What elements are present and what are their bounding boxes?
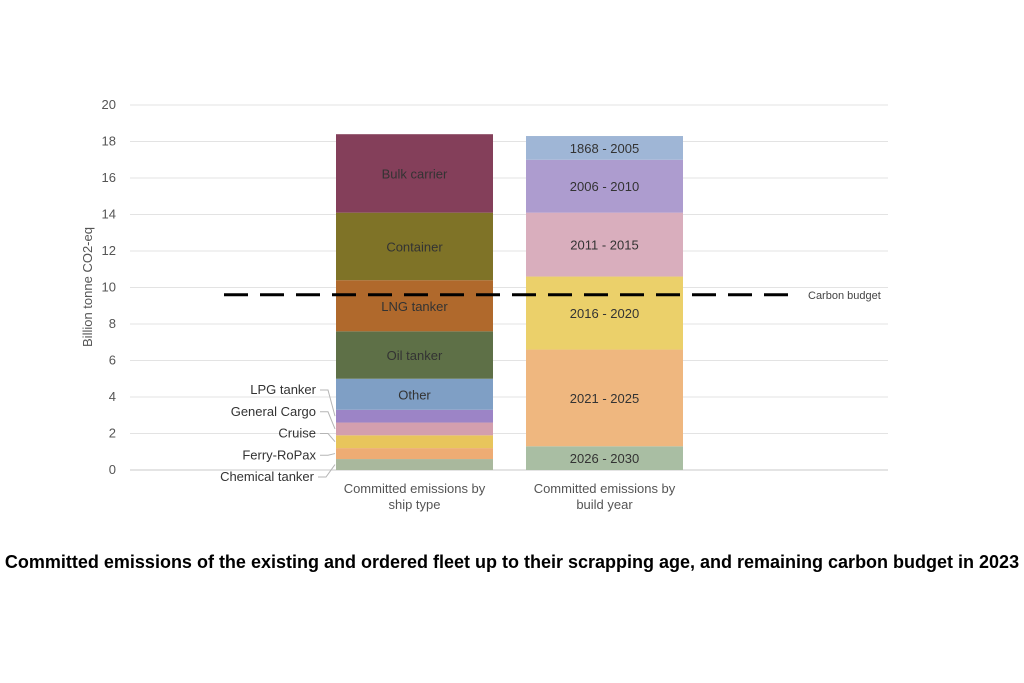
segment-callout-label: Cruise xyxy=(278,426,316,441)
y-tick-label: 4 xyxy=(109,389,116,404)
category-label: Committed emissions by build year xyxy=(534,481,676,512)
category-label: Committed emissions by ship type xyxy=(344,481,486,512)
callout-leader-line xyxy=(320,453,336,456)
y-axis-label: Billion tonne CO2-eq xyxy=(80,227,95,347)
segment-label: 2006 - 2010 xyxy=(570,179,639,194)
stacked-bar-chart: 0 2 4 6 8 10 12 14 16 18 20 Billion tonne CO2-eq O… xyxy=(80,97,888,512)
y-tick-label: 6 xyxy=(109,353,116,368)
y-tick-label: 16 xyxy=(102,170,116,185)
gridlines xyxy=(130,104,888,471)
segment-label: 2016 - 2020 xyxy=(570,306,639,321)
bar-segment xyxy=(336,459,493,470)
category-label-line: Committed emissions by xyxy=(534,481,676,496)
segment-label: 1868 - 2005 xyxy=(570,141,639,156)
y-tick-label: 2 xyxy=(109,426,116,441)
category-labels: Committed emissions by ship typeCommitted… xyxy=(344,481,676,512)
bar-segment xyxy=(336,378,493,410)
bar-segment xyxy=(526,276,683,350)
bar-segment xyxy=(526,446,683,470)
callout-leader-line xyxy=(320,389,336,417)
bar-segment xyxy=(336,212,493,281)
segment-label: 2021 - 2025 xyxy=(570,391,639,406)
y-tick-label: 8 xyxy=(109,316,116,331)
bar-segment xyxy=(336,331,493,379)
carbon-budget-line-group: Carbon budget xyxy=(224,290,881,302)
y-tick-label: 0 xyxy=(109,462,116,477)
bar-segment xyxy=(526,159,683,213)
segment-label: Other xyxy=(398,387,431,402)
bar-segment xyxy=(336,409,493,423)
y-tick-label: 12 xyxy=(102,243,116,258)
segment-callout-label: Ferry-RoPax xyxy=(242,447,316,462)
carbon-budget-label: Carbon budget xyxy=(808,290,881,302)
bar-segment xyxy=(336,448,493,460)
bar-segment xyxy=(336,134,493,213)
callout-leader-line xyxy=(318,464,336,478)
bar-segment xyxy=(336,280,493,332)
segment-callout-label: LPG tanker xyxy=(250,382,316,397)
segment-callout-label: Chemical tanker xyxy=(220,469,315,484)
segment-label: Container xyxy=(386,239,443,254)
y-axis-ticks: 0 2 4 6 8 10 12 14 16 18 20 xyxy=(102,97,116,477)
category-label-line: Committed emissions by xyxy=(344,481,486,496)
segment-callout-label: General Cargo xyxy=(231,404,316,419)
category-label-line: ship type xyxy=(388,497,440,512)
segment-label: LNG tanker xyxy=(381,299,448,314)
chart-title: Committed emissions of the existing and … xyxy=(4,552,1020,572)
segment-label: Bulk carrier xyxy=(382,166,448,181)
bars: Other Oil tanker LNG tanker Container Bulk c… xyxy=(336,134,683,470)
callout-leader-line xyxy=(320,433,336,443)
segment-label: 2011 - 2015 xyxy=(570,238,638,253)
segment-label: Oil tanker xyxy=(387,348,443,363)
bar-segment xyxy=(336,422,493,436)
y-tick-label: 14 xyxy=(102,207,116,222)
bar-segment xyxy=(336,435,493,449)
callout-leader-line xyxy=(320,411,336,430)
y-tick-label: 18 xyxy=(102,134,116,149)
outside-segment-labels: Chemical tanker Ferry-RoPax Cruise General … xyxy=(220,382,336,484)
segment-label: 2026 - 2030 xyxy=(570,451,639,466)
category-label-line: build year xyxy=(576,497,633,512)
bar-segment xyxy=(526,136,683,160)
y-tick-label: 20 xyxy=(102,97,116,112)
bar-segment xyxy=(526,349,683,447)
bar-segment xyxy=(526,212,683,277)
y-tick-label: 10 xyxy=(102,280,116,295)
